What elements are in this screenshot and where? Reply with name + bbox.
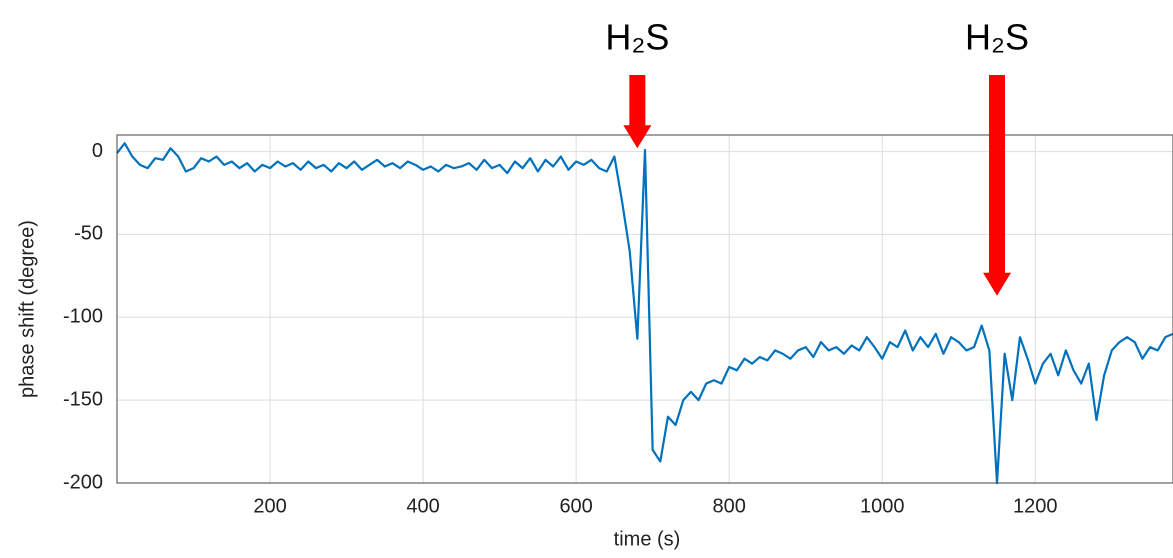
x-tick-label: 400 <box>406 495 439 517</box>
y-tick-label: 0 <box>92 140 103 162</box>
x-tick-label: 600 <box>559 495 592 517</box>
annotation-arrow-shaft <box>989 75 1005 274</box>
annotation-arrow-shaft <box>629 75 646 127</box>
y-tick-label: -200 <box>63 471 103 493</box>
y-tick-label: -50 <box>74 223 103 245</box>
x-axis-label: time (s) <box>614 528 681 550</box>
x-tick-label: 1000 <box>860 495 905 517</box>
x-tick-label: 1200 <box>1013 495 1058 517</box>
x-tick-label: 200 <box>253 495 286 517</box>
annotation-arrow-head <box>623 125 652 149</box>
annotation-label: H₂S <box>605 17 669 58</box>
annotation-label: H₂S <box>965 17 1029 58</box>
y-tick-label: -100 <box>63 306 103 328</box>
annotation-arrow-head <box>983 272 1011 296</box>
y-axis-label: phase shift (degree) <box>16 220 38 398</box>
x-tick-label: 800 <box>712 495 745 517</box>
y-tick-label: -150 <box>63 388 103 410</box>
